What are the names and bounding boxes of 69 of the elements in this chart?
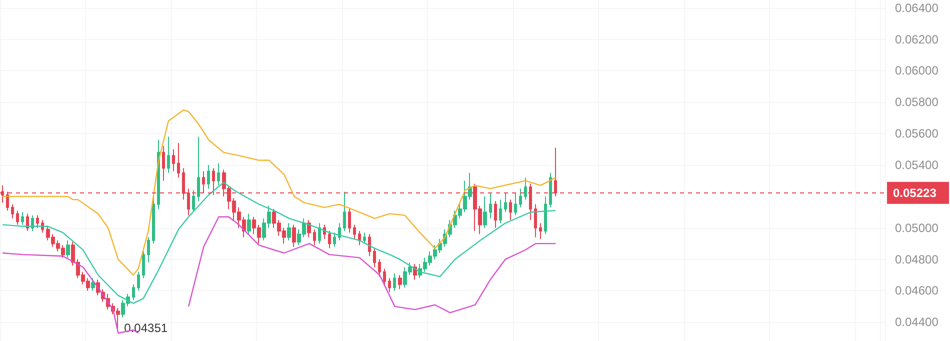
y-tick-label: 0.04600 — [895, 284, 939, 298]
candlestick — [348, 208, 351, 234]
line-series — [2, 109, 556, 276]
candlestick — [544, 196, 547, 235]
candlestick — [343, 191, 346, 232]
candlestick — [489, 192, 492, 219]
candlestick — [287, 222, 291, 241]
candlestick — [333, 232, 336, 248]
candlestick — [172, 148, 175, 172]
y-tick-label: 0.04800 — [895, 252, 939, 266]
candlestick — [393, 272, 396, 292]
candlestick — [534, 204, 537, 238]
candlestick — [11, 204, 14, 219]
candlestick — [398, 274, 402, 290]
candlestick — [197, 136, 200, 202]
candlestick — [358, 230, 361, 246]
candlestick — [338, 222, 341, 241]
candlestick — [363, 232, 366, 244]
candlestick — [504, 192, 507, 213]
candlestick — [318, 222, 321, 244]
candlestick — [217, 162, 220, 186]
candlestick — [91, 278, 95, 292]
y-tick-label: 0.05800 — [895, 95, 939, 110]
candlestick — [373, 248, 376, 268]
candlestick — [66, 240, 70, 258]
candlestick — [499, 199, 502, 224]
candlestick — [313, 228, 316, 246]
candlestick — [147, 236, 150, 263]
candlestick — [388, 278, 391, 293]
annotation: 0.04351 — [124, 320, 168, 335]
line-series — [2, 182, 556, 304]
y-tick-label: 0.06200 — [895, 32, 939, 46]
candlestick — [514, 192, 517, 216]
candlestick — [307, 220, 311, 238]
candlestick — [378, 258, 381, 278]
candlestick — [132, 284, 135, 301]
candlestick — [368, 234, 371, 257]
candlestick — [167, 136, 170, 174]
candlestick — [524, 177, 527, 200]
candlestick — [247, 213, 251, 235]
candlestick — [509, 199, 512, 220]
candlestick — [21, 212, 24, 226]
candlestick — [162, 146, 165, 182]
candlestick — [328, 230, 331, 249]
ref-line-label: 0.05223 — [893, 186, 937, 200]
candlestick — [383, 268, 386, 286]
candlestick — [519, 188, 522, 208]
candlestick — [192, 190, 195, 213]
candlestick — [71, 242, 75, 266]
candlestick — [36, 214, 39, 228]
candlestick — [292, 224, 296, 248]
candlestick — [142, 250, 145, 279]
candlestick — [152, 196, 155, 244]
candlestick — [353, 224, 356, 240]
candlestick — [539, 222, 542, 240]
candlestick — [483, 196, 487, 228]
y-tick-label: 0.05000 — [895, 220, 939, 235]
candlestick — [549, 172, 552, 208]
candlestick — [137, 271, 140, 292]
y-tick-label: 0.04400 — [895, 315, 939, 330]
candlestick — [207, 164, 210, 190]
line-series — [188, 216, 556, 314]
candlestick — [494, 200, 497, 228]
y-tick-label: 0.05600 — [895, 126, 939, 141]
y-tick-label: 0.06400 — [895, 0, 939, 15]
y-tick-label: 0.06000 — [895, 64, 939, 78]
candlestick — [177, 142, 180, 178]
y-tick-label: 0.05400 — [895, 158, 939, 172]
candlestick — [16, 210, 19, 226]
